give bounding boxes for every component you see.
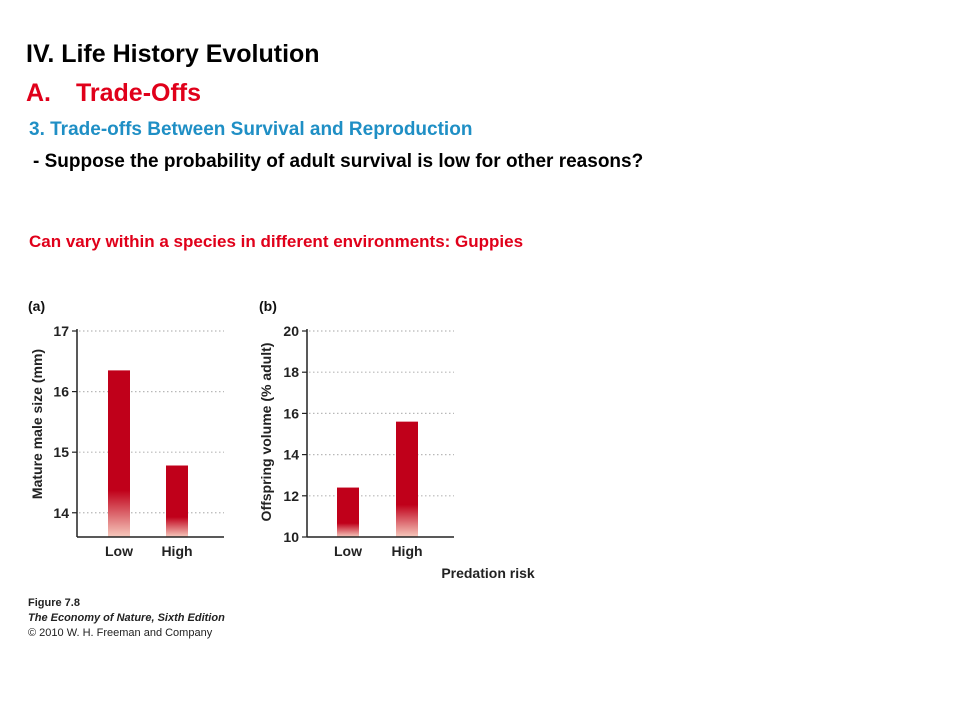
bar-low [337, 487, 359, 537]
chart-a: (a) Mature male size (mm) 14 15 16 17 Low H… [28, 298, 224, 559]
x-category-label: Low [334, 543, 362, 559]
y-tick-label: 12 [283, 488, 299, 504]
y-ticks-b: 10 12 14 16 18 20 [283, 323, 307, 545]
section-heading: 3. Trade-offs Between Survival and Repro… [29, 119, 473, 140]
y-tick-label: 16 [283, 405, 299, 421]
gridlines-a [79, 330, 224, 514]
y-tick-label: 16 [53, 384, 69, 400]
bar-high [396, 421, 418, 537]
chart-b: (b) Offspring volume (% adult) 101214161… [258, 298, 535, 581]
y-axis-label-b: Offspring volume (% adult) [258, 343, 274, 522]
y-tick-label: 14 [53, 505, 69, 521]
bar-low [108, 370, 130, 537]
slide-title: IV. Life History Evolution [26, 40, 320, 68]
bar-high [166, 465, 188, 537]
y-axis-label-a: Mature male size (mm) [29, 349, 45, 499]
y-tick-label: 10 [283, 529, 299, 545]
copyright-line: © 2010 W. H. Freeman and Company [28, 627, 213, 639]
gridlines-b [309, 330, 454, 497]
question-text: - Suppose the probability of adult survi… [33, 151, 644, 172]
book-title: The Economy of Nature, Sixth Edition [28, 612, 225, 624]
bars-a [108, 370, 188, 537]
subheading: Trade-Offs [76, 79, 202, 107]
y-tick-label: 17 [53, 323, 69, 339]
y-tick-label: 20 [283, 323, 299, 339]
x-category-label: Low [105, 543, 133, 559]
y-tick-label: 15 [53, 444, 69, 460]
x-category-label: High [161, 543, 192, 559]
y-ticks-a: 14 15 16 17 [53, 323, 77, 521]
y-tick-label: 14 [283, 447, 299, 463]
bars-b [337, 421, 418, 537]
y-tick-label: 18 [283, 364, 299, 380]
guppies-note: Can vary within a species in different e… [29, 232, 524, 251]
panel-label-b: (b) [259, 298, 277, 314]
x-category-label: High [391, 543, 422, 559]
x-axis-label-b: Predation risk [441, 565, 535, 581]
subheading-marker: A. [26, 79, 51, 107]
panel-label-a: (a) [28, 298, 45, 314]
figure-number: Figure 7.8 [28, 597, 80, 609]
